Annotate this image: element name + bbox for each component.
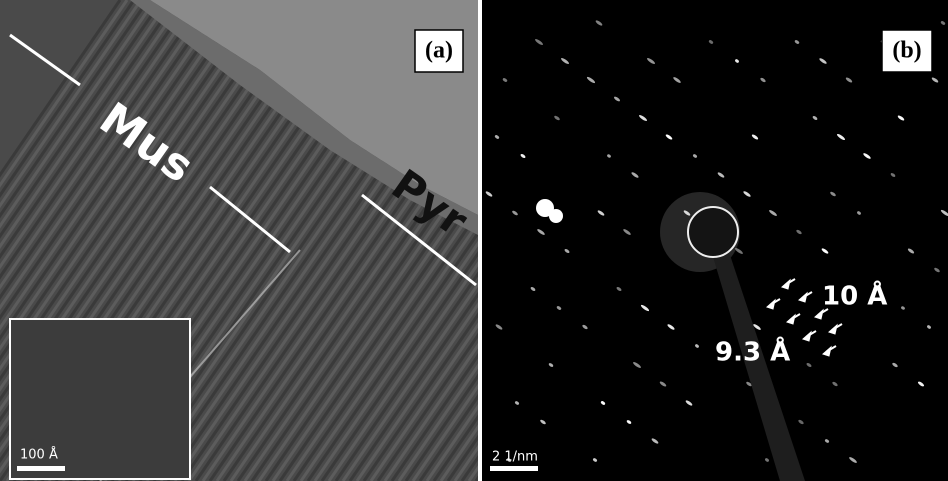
bright-spot (549, 209, 563, 223)
beam-stopper (688, 207, 738, 257)
scale-bar (17, 466, 65, 471)
annotation: 10 Å (822, 280, 887, 312)
panel-label: (b) (892, 38, 921, 64)
scale-bar-label: 2 1/nm (492, 450, 538, 465)
scale-bar (490, 466, 538, 471)
panel-label: (a) (425, 38, 453, 64)
panel-b: 10 Å 9.3 Å 2 1/nm (b) (482, 0, 948, 481)
scale-bar-label: 100 Å (20, 447, 58, 463)
annotation: 9.3 Å (715, 336, 790, 368)
figure: Mus Pyr 100 Å (a) 10 Å 9.3 Å 2 1/nm (b) (0, 0, 948, 481)
